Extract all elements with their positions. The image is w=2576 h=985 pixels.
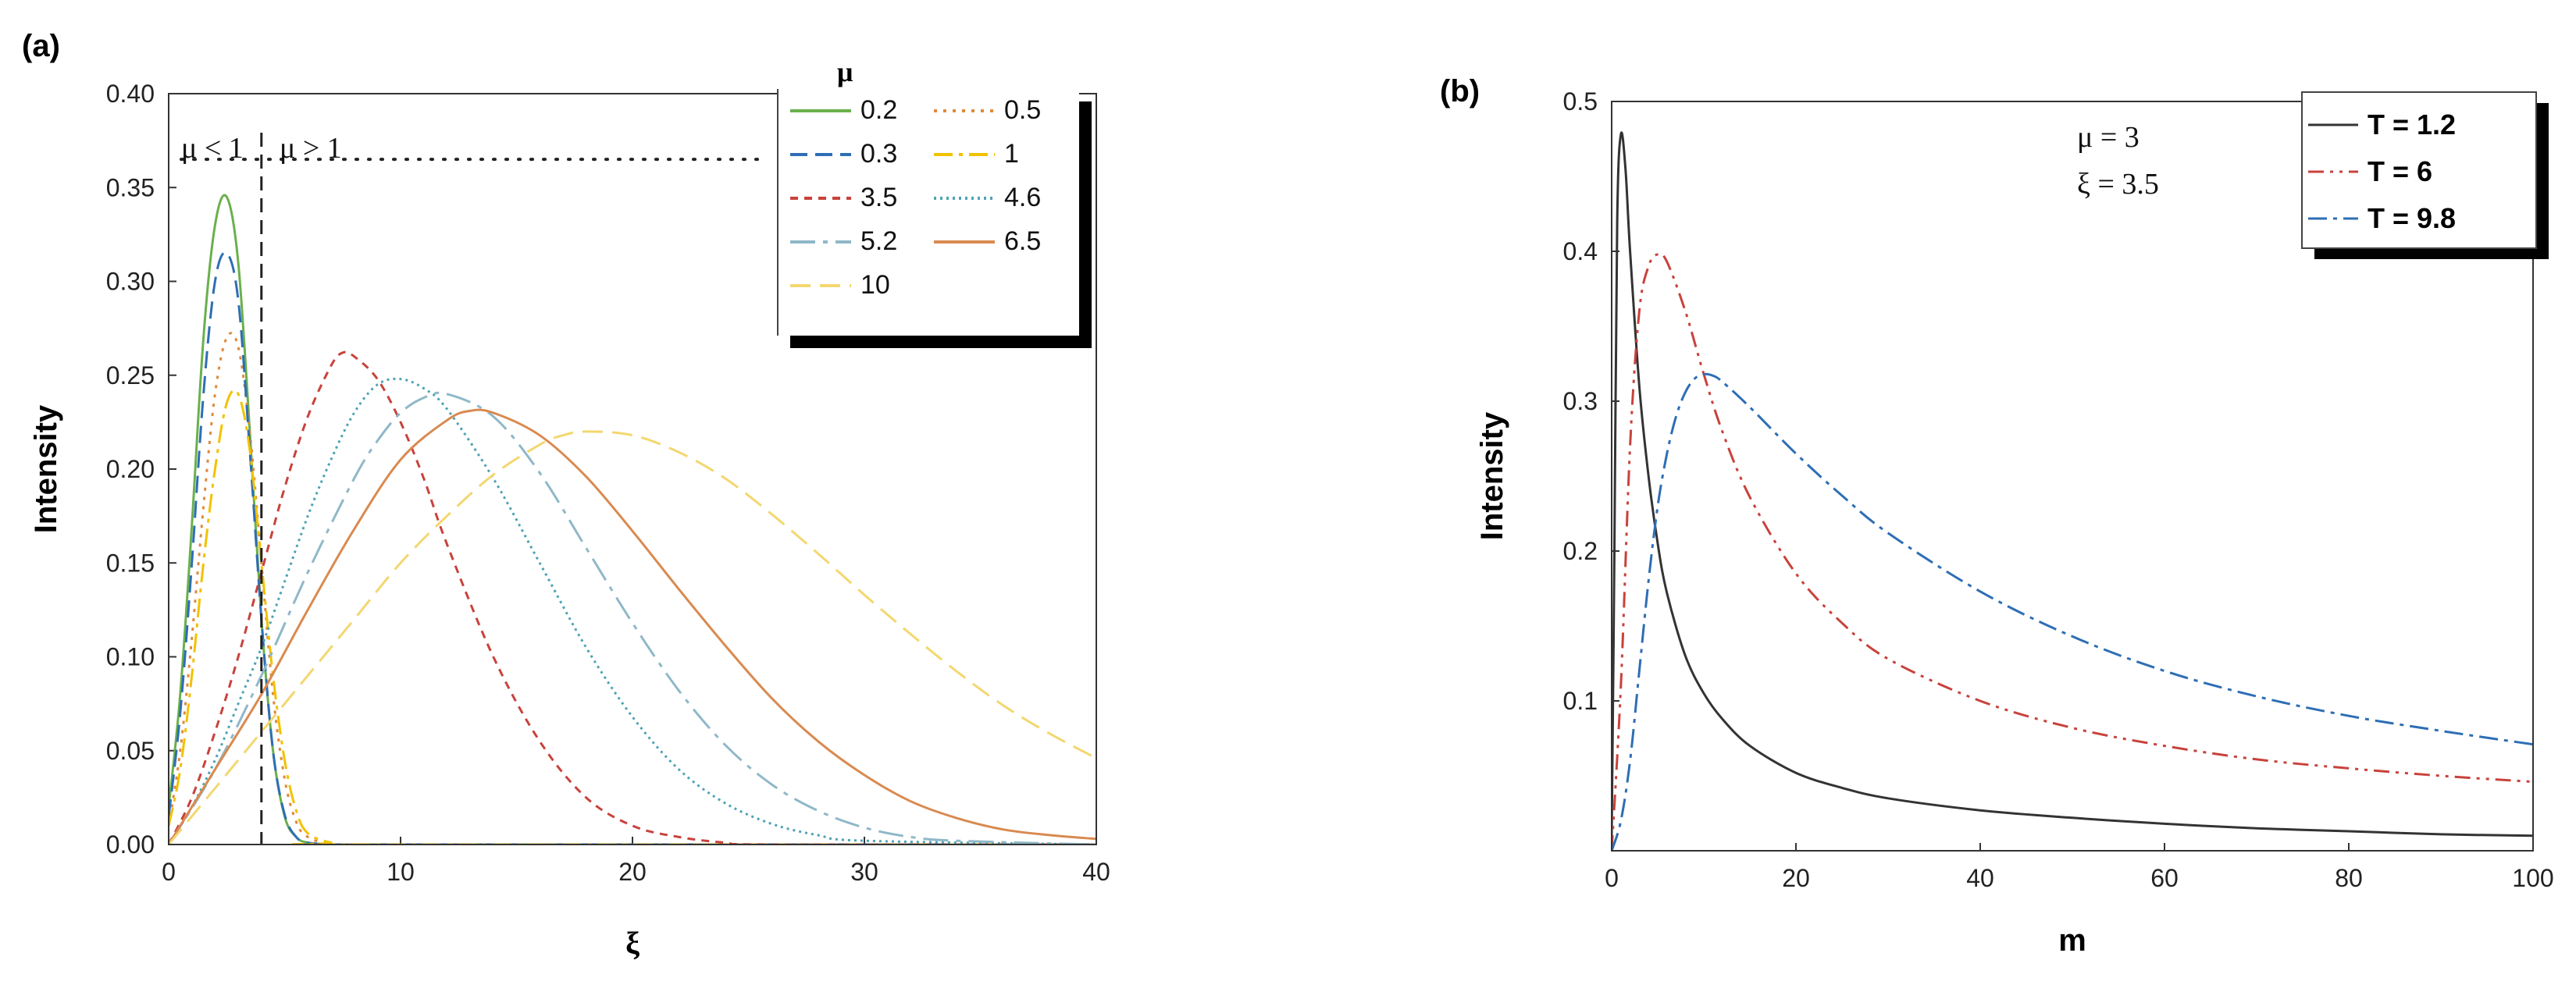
x-tick-label: 40 — [1082, 858, 1110, 886]
legend-label: 1 — [1004, 139, 1019, 169]
series-line-6-5 — [169, 408, 1096, 845]
panel-b-legend: T = 1.2 T = 6 T = 9.8 — [2301, 91, 2549, 259]
legend-label: 3.5 — [860, 183, 897, 212]
y-tick-label: 0.10 — [106, 643, 155, 671]
legend-label: T = 1.2 — [2368, 108, 2456, 140]
y-tick-label: 0.4 — [1563, 237, 1598, 265]
legend-label: T = 9.8 — [2368, 202, 2456, 234]
legend-label: T = 6 — [2368, 155, 2432, 187]
y-tick-label: 0.35 — [106, 173, 155, 201]
y-tick-label: 0.05 — [106, 737, 155, 765]
x-tick-label: 100 — [2512, 864, 2553, 892]
panel-a-legend: μ 0.2 0.5 0.3 1 3.5 4.6 5.2 6.5 10 — [777, 56, 1092, 348]
annotation-mu-greater-1: μ > 1 — [280, 132, 342, 165]
x-tick-label: 20 — [1782, 864, 1810, 892]
panel-b-y-axis-title: Intensity — [1475, 411, 1509, 540]
annotation-mu-less-1: μ < 1 — [181, 132, 244, 165]
series-line-10 — [169, 430, 1096, 845]
panel-a: (a) 0 10 20 30 40 0.00 0.05 0.10 0.15 0.20 0.25 0.3… — [22, 29, 1110, 961]
legend-label: 4.6 — [1004, 183, 1041, 212]
panel-b: (b) 0 20 40 60 80 100 0.1 0.2 0.3 0.4 0.5 m Intens… — [1440, 74, 2554, 958]
y-tick-label: 0.00 — [106, 830, 155, 859]
legend-label: 0.5 — [1004, 95, 1041, 125]
series-line-T6 — [1612, 252, 2533, 851]
legend-box — [778, 89, 1079, 336]
panel-a-y-axis-title: Intensity — [29, 404, 63, 533]
panel-a-label: (a) — [22, 29, 60, 63]
x-tick-label: 60 — [2150, 864, 2179, 892]
y-tick-label: 0.5 — [1563, 87, 1598, 116]
series-line-1 — [169, 389, 1096, 845]
legend-label: 5.2 — [860, 226, 897, 256]
x-tick-label: 40 — [1966, 864, 1994, 892]
annotation-mu-value: μ = 3 — [2077, 121, 2140, 154]
x-tick-label: 10 — [387, 858, 415, 886]
panel-a-annotations: μ < 1 μ > 1 — [180, 132, 767, 845]
x-tick-label: 0 — [1605, 864, 1619, 892]
panel-b-x-axis-title: m — [2058, 923, 2086, 958]
legend-title-mu: μ — [837, 56, 853, 87]
legend-items: 0.2 0.5 0.3 1 3.5 4.6 5.2 6.5 10 — [790, 95, 1041, 300]
x-tick-label: 20 — [618, 858, 647, 886]
y-tick-label: 0.2 — [1563, 537, 1598, 565]
legend-label: 6.5 — [1004, 226, 1041, 256]
x-tick-label: 80 — [2335, 864, 2363, 892]
y-tick-label: 0.20 — [106, 455, 155, 483]
legend-items: T = 1.2 T = 6 T = 9.8 — [2308, 108, 2456, 234]
panel-a-plot-frame — [168, 93, 1097, 845]
y-tick-label: 0.1 — [1563, 687, 1598, 715]
series-line-4-6 — [169, 377, 1096, 845]
panel-b-label: (b) — [1440, 74, 1480, 108]
x-tick-label: 0 — [162, 858, 176, 886]
legend-label: 0.2 — [860, 95, 897, 125]
panel-b-ticks: 0 20 40 60 80 100 0.1 0.2 0.3 0.4 0.5 — [1563, 87, 2554, 892]
panel-b-plot-frame — [1611, 101, 2534, 852]
y-tick-label: 0.15 — [106, 549, 155, 577]
series-line-T1-2 — [1612, 131, 2533, 837]
annotation-xi-value: ξ = 3.5 — [2077, 168, 2159, 201]
legend-label: 10 — [860, 270, 890, 300]
series-line-3-5 — [169, 350, 1096, 845]
y-tick-label: 0.30 — [106, 268, 155, 296]
y-tick-label: 0.40 — [106, 80, 155, 108]
y-tick-label: 0.25 — [106, 361, 155, 389]
series-line-T9-8 — [1612, 372, 2533, 851]
legend-box — [2301, 91, 2537, 249]
x-tick-label: 30 — [850, 858, 878, 886]
series-line-0-5 — [169, 332, 1096, 845]
legend-label: 0.3 — [860, 139, 897, 169]
y-tick-label: 0.3 — [1563, 387, 1598, 415]
series-line-5-2 — [169, 391, 1096, 845]
series-line-0-3 — [169, 251, 1096, 845]
panel-a-ticks: 0 10 20 30 40 0.00 0.05 0.10 0.15 0.20 0.25 0.30 0.3… — [106, 80, 1110, 886]
panel-b-series — [1612, 131, 2533, 851]
panel-a-x-axis-title: ξ — [625, 926, 640, 961]
